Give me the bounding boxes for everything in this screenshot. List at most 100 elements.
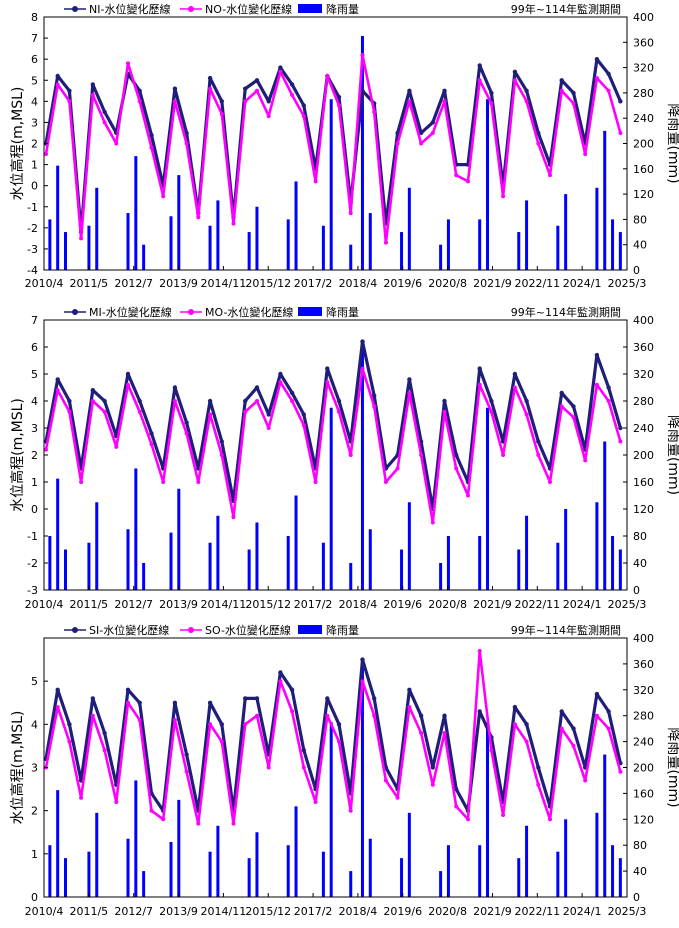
data-point: [466, 493, 470, 498]
rain-bar: [247, 549, 251, 590]
data-point: [172, 399, 177, 403]
data-point: [266, 99, 271, 104]
data-point: [161, 480, 166, 484]
rain-bar: [603, 441, 607, 590]
rain-bar: [564, 819, 568, 897]
rain-bar: [517, 232, 521, 270]
data-point: [149, 132, 154, 138]
y-tick-label: 1: [31, 848, 38, 861]
rain-bar: [439, 563, 443, 590]
data-point: [243, 398, 248, 404]
data-point: [442, 731, 447, 735]
y2-tick-label: 80: [633, 213, 647, 226]
y-axis-label: 水位高程(m,MSL): [9, 87, 26, 201]
data-point: [524, 398, 529, 404]
x-tick-label: 2010/4: [25, 598, 64, 611]
y-tick-label: -3: [27, 243, 38, 256]
y-tick-label: 0: [31, 891, 38, 904]
data-point: [254, 78, 260, 83]
x-tick-label: 2019/6: [383, 277, 422, 290]
x-tick-label: 2019/6: [383, 905, 422, 918]
data-point: [360, 53, 365, 57]
y-tick-label: 4: [31, 95, 38, 108]
data-point: [337, 739, 341, 744]
series-points: [44, 53, 623, 245]
rain-bar: [87, 542, 91, 590]
data-point: [454, 173, 459, 178]
rain-bar: [611, 536, 615, 590]
y2-tick-label: 120: [633, 188, 654, 201]
data-point: [207, 398, 213, 404]
data-point: [442, 99, 447, 104]
y-tick-label: 2: [31, 449, 38, 462]
rain-bar: [95, 187, 99, 270]
data-point: [536, 141, 541, 146]
data-point: [383, 778, 388, 783]
y2-tick-label: 320: [633, 368, 654, 381]
rain-bar: [134, 156, 138, 270]
data-point: [231, 221, 236, 226]
data-point: [125, 687, 131, 692]
rain-bar: [611, 219, 615, 270]
y2-tick-label: 200: [633, 449, 654, 462]
x-tick-label: 2021/9: [473, 277, 512, 290]
data-point: [266, 114, 271, 119]
y-tick-label: 5: [31, 368, 38, 381]
data-point: [360, 679, 365, 684]
data-point: [419, 731, 424, 735]
data-point: [489, 398, 494, 404]
data-point: [583, 778, 588, 783]
rain-bars: [48, 663, 622, 897]
rain-bar: [556, 851, 560, 897]
data-point: [90, 82, 96, 87]
data-point: [442, 713, 447, 718]
data-point: [126, 61, 130, 66]
data-point: [571, 415, 576, 420]
series-line-outer: [44, 53, 622, 244]
rain-bar: [329, 407, 333, 590]
x-tick-label: 2020/8: [428, 905, 467, 918]
series-points: [43, 657, 623, 813]
rain-bar: [603, 754, 607, 897]
data-point: [114, 444, 119, 449]
data-point: [477, 382, 482, 387]
data-point: [618, 425, 623, 431]
rain-bar: [517, 858, 521, 897]
x-tick-label: 2020/8: [428, 598, 467, 611]
data-point: [278, 371, 283, 377]
data-point: [172, 86, 178, 91]
rain-bar: [368, 529, 372, 590]
legend-label: 降雨量: [326, 305, 359, 319]
data-point: [290, 399, 295, 403]
data-point: [325, 366, 330, 371]
data-point: [184, 420, 189, 425]
data-point: [243, 722, 248, 727]
rain-bar: [126, 529, 130, 590]
rain-bar: [360, 663, 364, 897]
rain-bar: [87, 225, 91, 270]
data-point: [102, 120, 107, 125]
data-point: [313, 800, 318, 804]
y2-tick-label: 0: [633, 891, 640, 904]
data-point: [137, 409, 142, 414]
rain-bar: [478, 219, 482, 270]
rain-bar: [525, 825, 529, 897]
legend-label: NI-水位變化歷線: [89, 2, 170, 16]
rain-bar: [360, 35, 364, 270]
data-point: [301, 765, 306, 770]
y-tick-label: 1: [31, 159, 38, 172]
y2-tick-label: 240: [633, 736, 654, 749]
series-line-outer: [44, 649, 622, 825]
data-point: [79, 795, 84, 800]
data-point: [571, 404, 576, 409]
y2-tick-label: 120: [633, 503, 654, 516]
data-point: [583, 152, 588, 156]
data-point: [325, 74, 330, 78]
y2-tick-label: 360: [633, 658, 654, 671]
rain-bar: [486, 722, 490, 897]
rain-bar: [595, 812, 599, 897]
data-point: [501, 453, 506, 457]
rain-bar: [255, 522, 259, 590]
data-point: [606, 88, 611, 93]
